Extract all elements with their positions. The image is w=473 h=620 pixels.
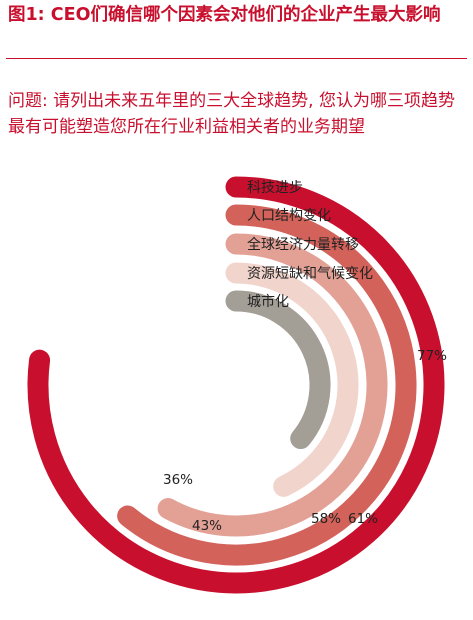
chart-title: 图1: CEO们确信哪个因素会对他们的企业产生最大影响 <box>8 5 441 25</box>
value-label-urbanization: 36% <box>163 472 193 488</box>
legend-label-resources-climate: 资源短缺和气候变化 <box>247 266 373 282</box>
value-label-economic-power: 58% <box>311 511 341 527</box>
legend-label-demographics: 人口结构变化 <box>247 208 331 224</box>
value-label-demographics: 61% <box>348 511 378 527</box>
survey-question: 问题: 请列出未来五年里的三大全球趋势, 您认为哪三项趋势最有可能塑造您所在行业… <box>8 91 455 137</box>
ring-bar-resources-climate <box>225 262 359 497</box>
value-label-technology: 77% <box>417 348 447 364</box>
ring-bar-economic-power <box>157 233 388 537</box>
ring-bar-demographics <box>117 204 417 566</box>
legend-label-economic-power: 全球经济力量转移 <box>247 236 359 253</box>
value-label-resources-climate: 43% <box>192 518 222 534</box>
title-divider <box>6 58 467 59</box>
ring-bar-technology <box>27 176 445 594</box>
legend-label-technology: 科技进步 <box>247 180 303 196</box>
legend-label-urbanization: 城市化 <box>247 293 289 310</box>
ring-bar-urbanization <box>225 290 331 450</box>
